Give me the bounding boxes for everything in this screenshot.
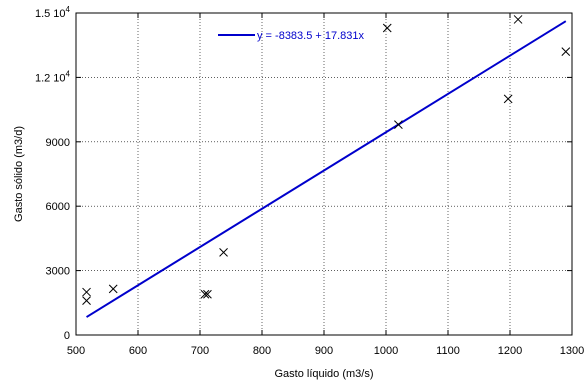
- data-point: [203, 289, 212, 299]
- y-tick-label: 1.2 104: [35, 69, 71, 84]
- data-point-stroke: [219, 247, 228, 257]
- data-point: [219, 247, 228, 257]
- regression-layer: [86, 20, 567, 318]
- y-axis-title: Gasto sólido (m3/d): [13, 126, 25, 222]
- data-point-stroke: [82, 287, 91, 297]
- data-point: [503, 94, 513, 104]
- legend-label: y = -8383.5 + 17.831x: [257, 30, 365, 42]
- x-tick-label: 1100: [436, 345, 460, 357]
- data-point: [200, 289, 210, 299]
- x-tick-label: 1200: [498, 345, 522, 357]
- x-tick-label: 500: [67, 345, 85, 357]
- y-tick-label: 6000: [46, 201, 70, 213]
- data-point-stroke: [82, 296, 91, 306]
- y-tick-label: 1.5 104: [35, 5, 71, 20]
- data-point-stroke: [382, 23, 392, 33]
- x-axis: 500 600 700 800 900 1000 1100 1200 1300: [67, 13, 584, 357]
- x-tick-label: 600: [129, 345, 147, 357]
- y-tick-label: 9000: [46, 137, 70, 149]
- data-point: [561, 47, 571, 56]
- x-tick-label: 700: [191, 345, 209, 357]
- y-axis: 0 3000 6000 9000 1.2 104 1.5 104: [35, 5, 572, 342]
- data-point: [82, 287, 91, 297]
- data-point: [394, 120, 403, 129]
- regression-line: [86, 20, 567, 318]
- x-tick-label: 1300: [560, 345, 584, 357]
- data-point: [513, 15, 523, 24]
- data-point-stroke: [203, 289, 212, 299]
- data-point: [108, 284, 118, 294]
- legend: y = -8383.5 + 17.831x: [218, 30, 365, 42]
- data-point-stroke: [513, 15, 523, 24]
- data-point: [82, 296, 91, 306]
- data-point-stroke: [200, 289, 210, 299]
- data-points: [82, 15, 571, 306]
- x-axis-title: Gasto líquido (m3/s): [274, 368, 373, 380]
- data-point-stroke: [561, 47, 571, 56]
- data-point-stroke: [394, 120, 403, 129]
- data-point-stroke: [503, 94, 513, 104]
- data-point: [382, 23, 392, 33]
- data-point-stroke: [108, 284, 118, 294]
- y-tick-label: 0: [64, 330, 70, 342]
- x-tick-label: 800: [253, 345, 271, 357]
- x-tick-label: 1000: [374, 345, 398, 357]
- x-tick-label: 900: [315, 345, 333, 357]
- y-tick-label: 3000: [46, 266, 70, 278]
